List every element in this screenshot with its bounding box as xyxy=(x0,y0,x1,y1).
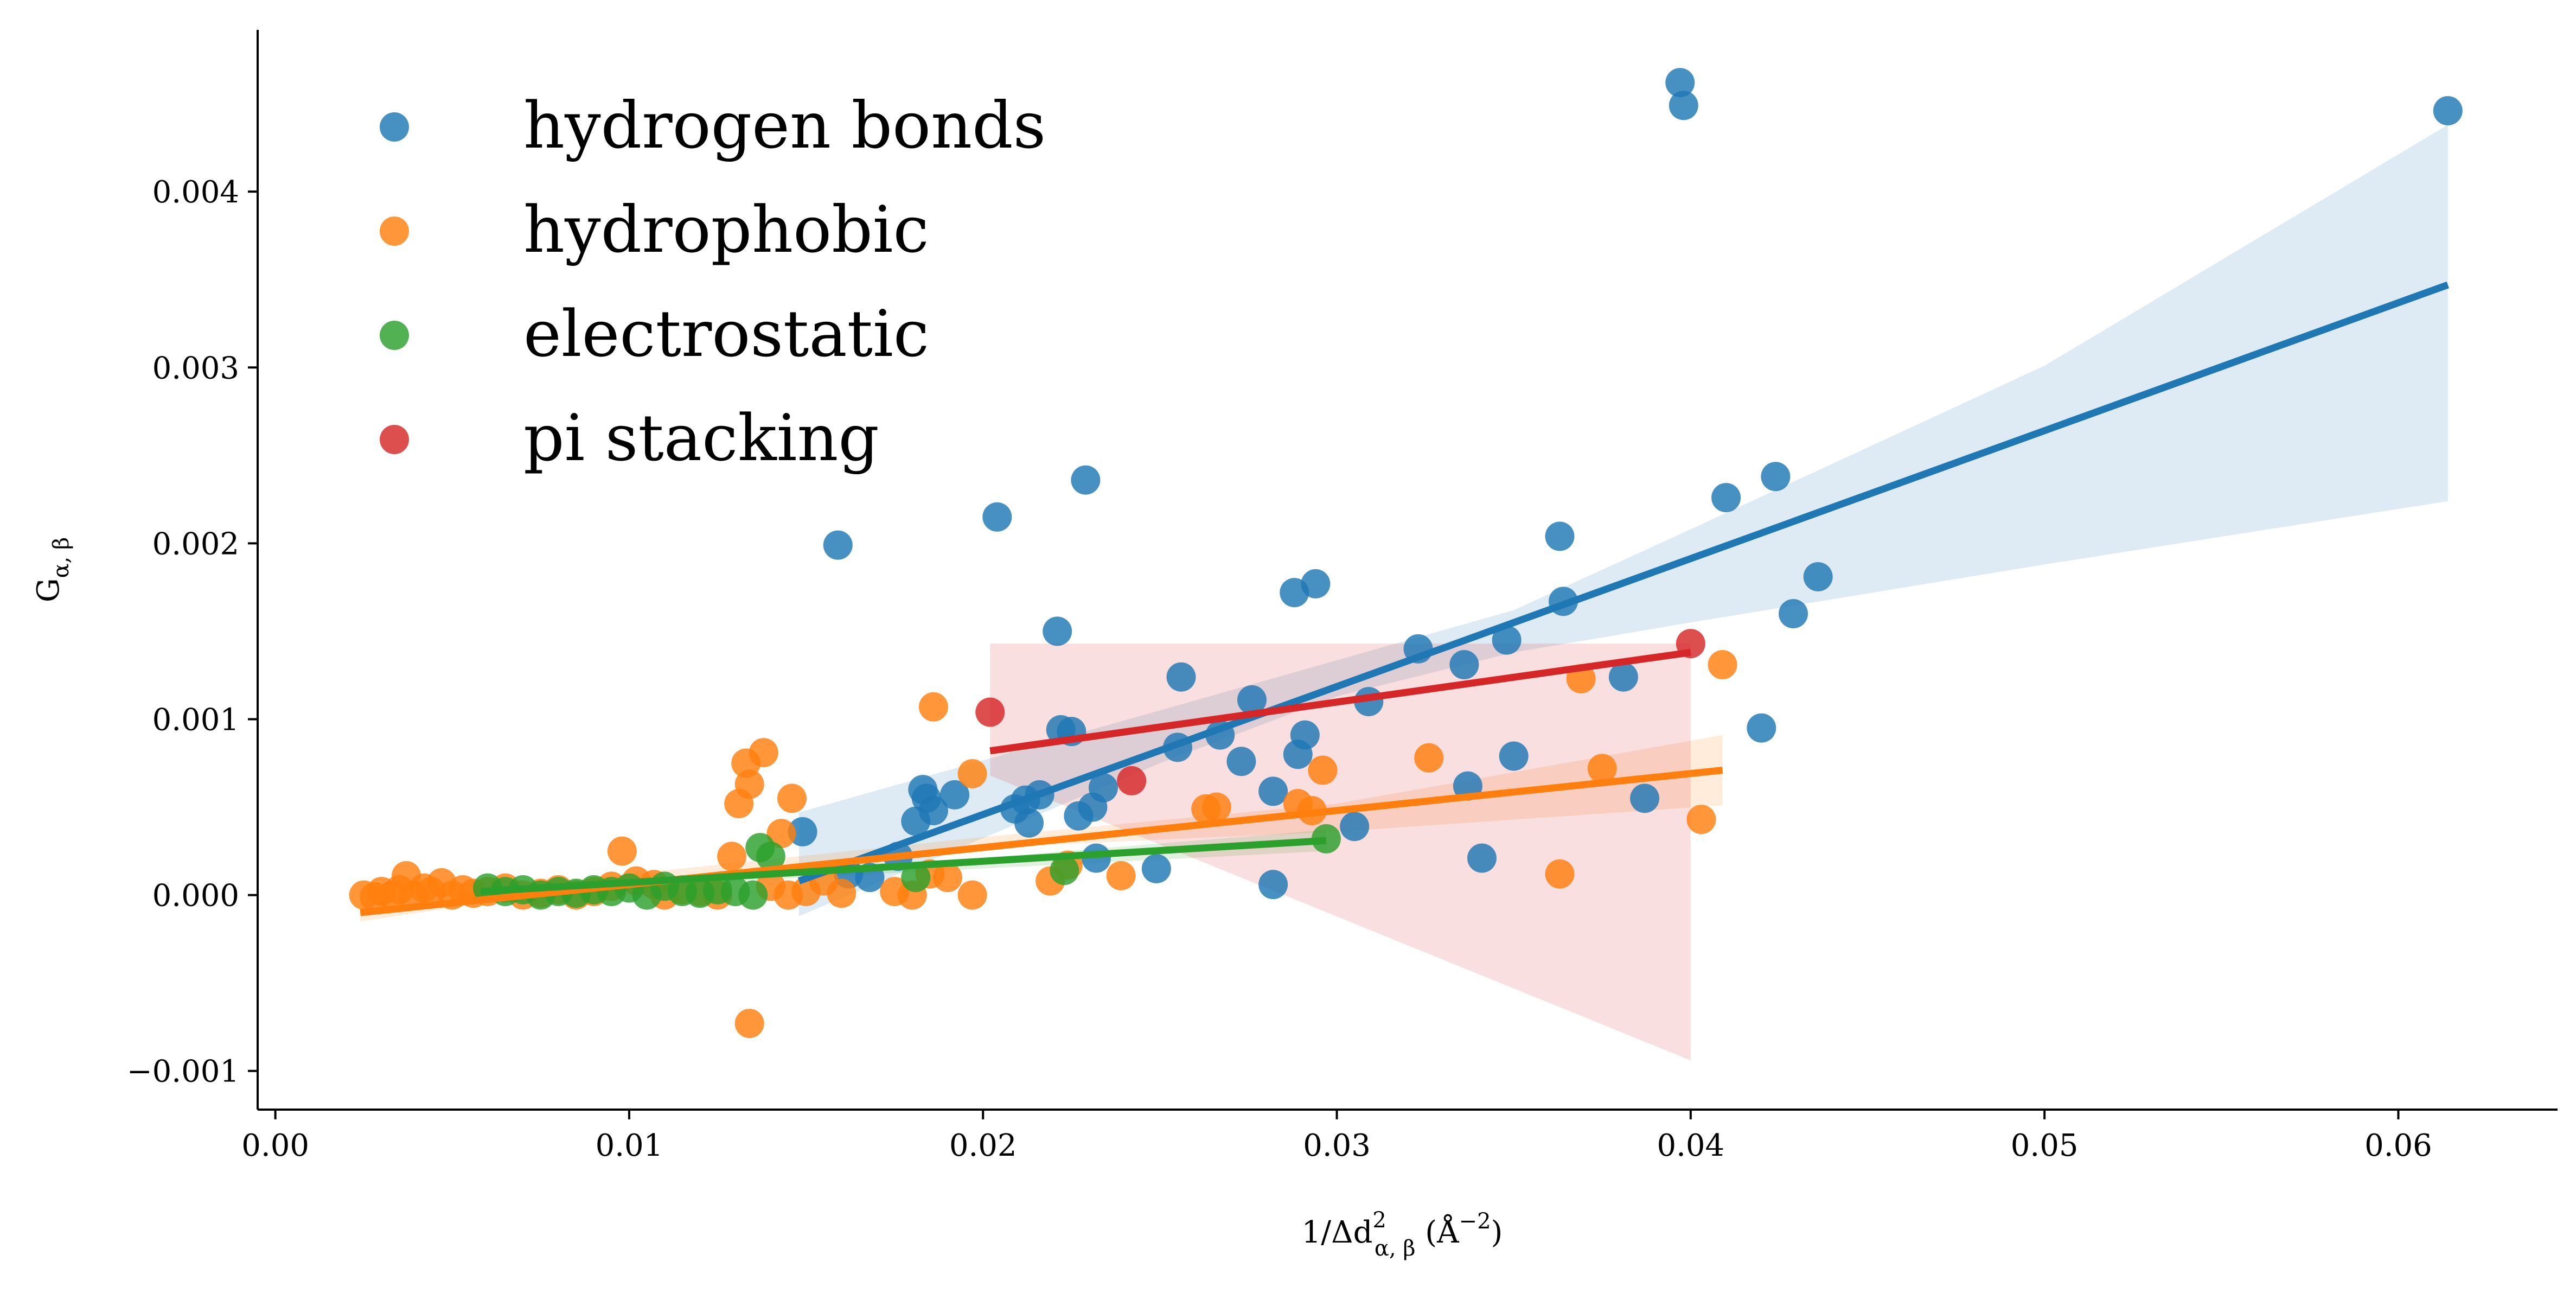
hydrophobic-point xyxy=(749,738,778,768)
x-tick-label: 0.05 xyxy=(2011,1128,2079,1163)
pi-stacking-regression-line xyxy=(989,648,1691,755)
pi-stacking-point xyxy=(975,697,1005,727)
hydrophobic-point xyxy=(1106,861,1136,890)
hydrogen-bonds-point xyxy=(1283,740,1313,769)
hydrogen-bonds-point xyxy=(1258,776,1288,806)
hydrophobic-point xyxy=(1308,755,1338,785)
hydrophobic-point xyxy=(957,880,987,910)
legend-marker-hydrophobic xyxy=(380,216,409,246)
x-tick-label: 0.00 xyxy=(241,1128,309,1163)
hydrogen-bonds-point xyxy=(940,780,970,810)
hydrogen-bonds-point xyxy=(788,817,817,846)
hydrogen-bonds-point xyxy=(1665,68,1695,98)
hydrogen-bonds-point xyxy=(1071,465,1101,495)
hydrogen-bonds-point xyxy=(1014,808,1044,838)
hydrogen-bonds-point xyxy=(901,806,931,836)
hydrogen-bonds-point xyxy=(823,530,853,560)
hydrogen-bonds-point xyxy=(1449,650,1479,680)
hydrophobic-point xyxy=(766,819,796,849)
legend-marker-electrostatic xyxy=(380,321,409,350)
hydrogen-bonds-point xyxy=(982,502,1012,532)
y-ticks: −0.001 0.000 0.001 0.002 0.003 0.004 xyxy=(127,175,258,1090)
legend-marker-pi-stacking xyxy=(380,425,409,454)
y-tick-label: −0.001 xyxy=(127,1054,239,1090)
hydrogen-bonds-point xyxy=(1761,462,1791,492)
hydrophobic-point xyxy=(777,784,807,813)
hydrophobic-regression-line xyxy=(360,767,1723,916)
electrostatic-point xyxy=(1311,824,1341,853)
y-tick-label: 0.001 xyxy=(152,702,239,737)
hydrophobic-point xyxy=(717,842,747,871)
hydrophobic-point xyxy=(827,878,856,908)
x-ticks: 0.00 0.01 0.02 0.03 0.04 0.05 0.06 xyxy=(241,1110,2432,1163)
x-tick-label: 0.01 xyxy=(596,1128,663,1163)
hydrogen-bonds-point xyxy=(1258,870,1288,900)
hydrogen-bonds-point xyxy=(1064,801,1094,831)
hydrophobic-point xyxy=(734,1009,764,1039)
hydrophobic-point xyxy=(933,863,962,893)
legend-label-hydrophobic: hydrophobic xyxy=(523,192,929,267)
legend-marker-hydrogen-bonds xyxy=(380,112,409,142)
y-axis-label: Gα, β xyxy=(31,537,74,602)
hydrophobic-point xyxy=(734,769,764,799)
y-tick-label: 0.004 xyxy=(152,175,239,210)
y-tick-label: 0.000 xyxy=(152,878,239,914)
x-tick-label: 0.02 xyxy=(949,1128,1017,1163)
electrostatic-point xyxy=(756,842,785,871)
hydrogen-bonds-point xyxy=(1608,662,1638,692)
hydrogen-bonds-point xyxy=(1779,599,1808,629)
regression-lines xyxy=(360,281,2449,916)
hydrogen-bonds-point xyxy=(1545,521,1575,551)
hydrophobic-point xyxy=(1686,805,1716,835)
legend: hydrogen bonds hydrophobic electrostatic pi… xyxy=(380,88,1046,475)
legend-label-hydrogen-bonds: hydrogen bonds xyxy=(523,88,1046,163)
y-tick-label: 0.003 xyxy=(152,351,239,386)
hydrophobic-point xyxy=(607,836,637,866)
hydrophobic-point xyxy=(1414,743,1444,773)
electrostatic-regression-line xyxy=(480,837,1327,895)
hydrophobic-point xyxy=(1708,650,1737,680)
electrostatic-point xyxy=(738,880,768,910)
hydrogen-bonds-point xyxy=(1499,741,1529,771)
electrostatic-point xyxy=(1050,856,1079,886)
hydrogen-bonds-point xyxy=(1166,662,1196,692)
hydrogen-bonds-point xyxy=(1141,853,1171,883)
hydrogen-bonds-point xyxy=(1340,812,1370,842)
hydrogen-bonds-point xyxy=(1226,747,1256,776)
pi-stacking-point xyxy=(1117,766,1147,795)
hydrogen-bonds-point xyxy=(1043,616,1072,646)
hydrophobic-point xyxy=(1201,792,1231,822)
hydrogen-bonds-point xyxy=(2433,96,2463,126)
x-tick-label: 0.04 xyxy=(1657,1128,1725,1163)
hydrogen-bonds-point xyxy=(1711,483,1741,513)
hydrogen-bonds-point xyxy=(1803,562,1833,591)
hydrogen-bonds-point xyxy=(1630,784,1660,813)
hydrophobic-point xyxy=(1587,754,1617,784)
x-axis-label: 1/Δd2 α, β (Å−2) xyxy=(1302,1208,1503,1261)
x-tick-label: 0.03 xyxy=(1303,1128,1371,1163)
x-tick-label: 0.06 xyxy=(2364,1128,2432,1163)
hydrogen-bonds-regression-line xyxy=(797,281,2449,884)
hydrogen-bonds-point xyxy=(1669,91,1698,120)
y-tick-label: 0.002 xyxy=(152,526,239,562)
hydrophobic-point xyxy=(957,759,987,788)
hydrogen-bonds-point xyxy=(1492,625,1522,655)
hydrophobic-point xyxy=(1545,859,1575,889)
hydrogen-bonds-point xyxy=(1747,713,1776,743)
axes: 0.00 0.01 0.02 0.03 0.04 0.05 0.06 −0.001 0.000… xyxy=(127,30,2558,1163)
hydrogen-bonds-point xyxy=(1237,685,1267,715)
hydrogen-bonds-point xyxy=(1280,578,1309,608)
legend-label-electrostatic: electrostatic xyxy=(523,296,929,371)
legend-label-pi-stacking: pi stacking xyxy=(523,400,879,475)
hydrogen-bonds-point xyxy=(1467,843,1497,873)
hydrophobic-point xyxy=(918,692,948,722)
electrostatic-point xyxy=(901,863,931,893)
